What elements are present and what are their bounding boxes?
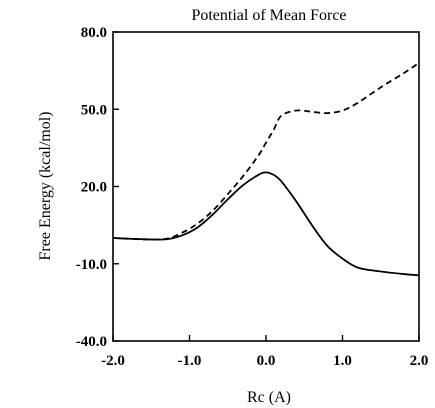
- y-tick-label: -10.0: [76, 257, 107, 273]
- dashed-series-line: [113, 63, 419, 240]
- x-tick-label: 1.0: [333, 353, 352, 369]
- chart-title: Potential of Mean Force: [191, 7, 346, 24]
- y-tick-label: 80.0: [81, 25, 107, 41]
- x-tick-label: 2.0: [410, 353, 429, 369]
- x-axis-ticks: -2.0 -1.0 0.0 1.0 2.0: [101, 335, 428, 369]
- y-tick-label: 20.0: [81, 180, 107, 196]
- x-tick-label: -2.0: [101, 353, 125, 369]
- solid-series-line: [113, 172, 419, 275]
- x-tick-label: -1.0: [178, 353, 202, 369]
- x-tick-label: 0.0: [257, 353, 276, 369]
- plot-frame: [113, 32, 419, 341]
- y-tick-label: 50.0: [81, 102, 107, 118]
- y-tick-label: -40.0: [76, 334, 107, 350]
- x-axis-label: Rc (A): [247, 389, 291, 406]
- y-axis-label: Free Energy (kcal/mol): [37, 112, 54, 261]
- series-layer: [113, 63, 419, 275]
